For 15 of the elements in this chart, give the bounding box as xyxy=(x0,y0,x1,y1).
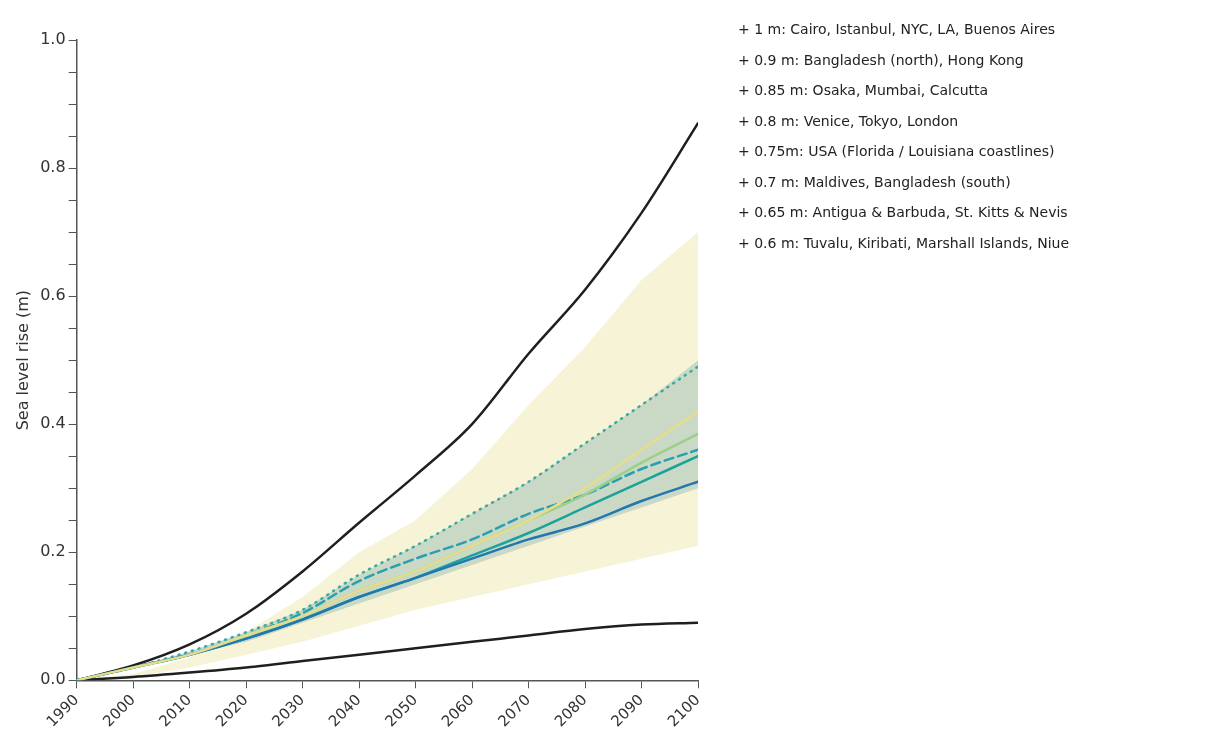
y-tick-label: 0.6 xyxy=(40,285,66,305)
y-tick-label: 0.2 xyxy=(40,541,66,561)
text: + 0.7 m: Maldives, Bangladesh (south) xyxy=(738,172,1012,192)
y-axis-title: Sea level rise (m) xyxy=(12,289,32,431)
y-tick-label: 0.8 xyxy=(40,157,66,177)
text: + 0.8 m: Venice, Tokyo, London xyxy=(738,111,960,131)
text: + 0.65 m: Antigua & Barbuda, St. Kitts & Nevis xyxy=(738,203,1069,222)
text: + 0.6 m: Tuvalu, Kiribati, Marshall Islands, Niue xyxy=(738,233,1070,253)
text: + 0.75m: USA (Florida / Louisiana coastlines) xyxy=(738,142,1056,161)
y-tick-label: 1.0 xyxy=(40,29,66,49)
text: + 1 m: Cairo, Istanbul, NYC, LA, Buenos Aires xyxy=(738,20,1057,39)
text: + 0.9 m: Bangladesh (north), Hong Kong xyxy=(738,50,1025,70)
y-tick-label: 0.4 xyxy=(40,413,66,433)
text: + 0.85 m: Osaka, Mumbai, Calcutta xyxy=(738,81,990,100)
y-tick-label: 0.0 xyxy=(40,669,66,689)
